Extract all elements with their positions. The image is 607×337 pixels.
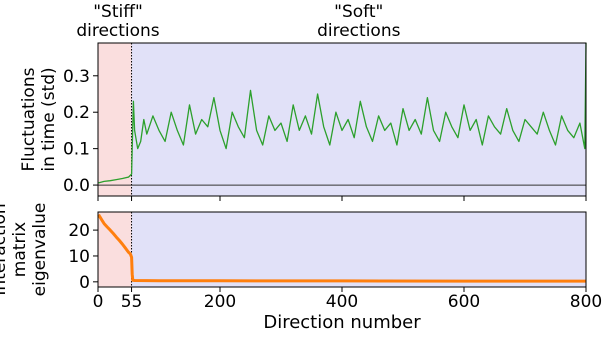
ytick-label-0-2: 0.2 xyxy=(63,103,90,123)
xtick-label-0: 0 xyxy=(93,292,104,312)
ytick-label-0-3: 0.3 xyxy=(63,67,90,87)
region-1-1 xyxy=(131,212,587,287)
ytick-label-0-0: 0.0 xyxy=(63,176,90,196)
region-label-1-0: "Soft" xyxy=(334,2,383,22)
xtick-label-5: 800 xyxy=(570,292,602,312)
region-label-0-1: directions xyxy=(76,21,159,41)
xtick-label-2: 200 xyxy=(204,292,236,312)
series-line-1-0 xyxy=(97,213,586,283)
series-line-0-0 xyxy=(98,42,587,184)
ytick-label-0-1: 0.1 xyxy=(63,140,90,160)
region-label-0-0: "Stiff" xyxy=(93,2,143,22)
ylabel-line-0-1: in time (std) xyxy=(39,67,59,171)
region-label-1-1: directions xyxy=(317,21,400,41)
ylabel-line-1-2: eigenvalue xyxy=(30,203,50,297)
ylabel-line-0-0: Fluctuations xyxy=(19,67,39,171)
xlabel: Direction number xyxy=(263,312,421,333)
ylabel-line-1-1: matrix xyxy=(10,222,30,277)
ylabel-line-1-0: Interaction xyxy=(0,203,10,295)
region-0-0 xyxy=(98,43,132,196)
ytick-label-1-0: 0 xyxy=(79,273,90,293)
xtick-label-4: 600 xyxy=(448,292,480,312)
region-0-1 xyxy=(131,43,587,196)
xtick-label-3: 400 xyxy=(326,292,358,312)
ytick-label-1-2: 20 xyxy=(68,221,90,241)
xtick-label-1: 55 xyxy=(121,292,143,312)
ytick-label-1-1: 10 xyxy=(68,247,90,267)
